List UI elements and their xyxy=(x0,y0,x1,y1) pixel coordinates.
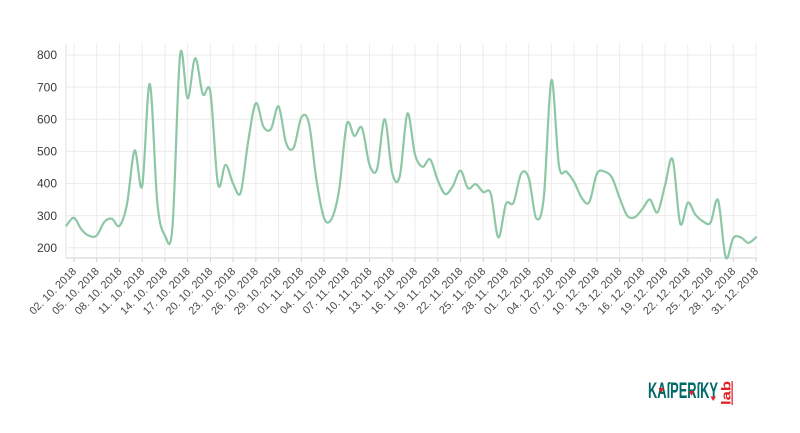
logo-triangle-y-icon xyxy=(710,396,716,401)
y-axis-tick-label: 300 xyxy=(37,209,57,223)
logo-wordmark: KAſPERſKY xyxy=(648,378,718,403)
logo-triangle-a-icon xyxy=(658,388,664,393)
y-axis-tick-label: 800 xyxy=(37,48,57,62)
y-axis-tick-label: 500 xyxy=(37,145,57,159)
kaspersky-lab-logo: KAſPERſKY lab xyxy=(648,378,734,405)
series-line xyxy=(65,49,758,260)
y-axis-tick-label: 600 xyxy=(37,112,57,126)
y-axis-tick-label: 700 xyxy=(37,80,57,94)
y-axis-tick-label: 200 xyxy=(37,241,57,255)
logo-triangle-r-icon xyxy=(689,391,694,396)
logo-lab-label: lab xyxy=(720,381,734,405)
y-axis-tick-label: 400 xyxy=(37,177,57,191)
